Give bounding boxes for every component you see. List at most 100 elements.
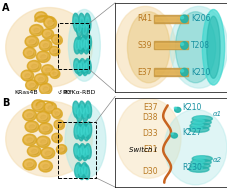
Ellipse shape [53, 110, 59, 116]
Ellipse shape [84, 13, 91, 32]
Ellipse shape [86, 38, 89, 48]
Ellipse shape [40, 115, 47, 120]
Ellipse shape [38, 53, 47, 59]
Text: K210: K210 [181, 103, 201, 112]
Text: E37: E37 [137, 68, 151, 77]
Ellipse shape [180, 68, 187, 76]
Text: S39: S39 [137, 41, 151, 50]
Ellipse shape [30, 25, 43, 36]
Ellipse shape [43, 67, 51, 72]
Ellipse shape [82, 146, 88, 161]
Bar [153, 68, 187, 76]
Ellipse shape [34, 28, 40, 33]
Text: K227: K227 [181, 128, 201, 136]
Ellipse shape [22, 72, 31, 78]
Ellipse shape [86, 146, 89, 155]
Ellipse shape [59, 148, 64, 152]
Ellipse shape [78, 63, 81, 72]
Ellipse shape [43, 43, 49, 49]
Ellipse shape [55, 136, 60, 141]
Ellipse shape [85, 122, 91, 139]
Ellipse shape [65, 103, 106, 179]
Ellipse shape [76, 105, 83, 122]
Ellipse shape [43, 149, 51, 156]
Ellipse shape [79, 59, 86, 74]
Ellipse shape [84, 27, 87, 34]
Ellipse shape [53, 50, 58, 54]
Ellipse shape [45, 104, 53, 110]
Ellipse shape [180, 42, 187, 49]
Ellipse shape [74, 146, 78, 155]
Ellipse shape [74, 104, 78, 114]
Ellipse shape [76, 64, 79, 70]
Ellipse shape [52, 35, 62, 45]
Text: PI3Kα-RBD: PI3Kα-RBD [62, 90, 95, 95]
Bar [155, 70, 186, 74]
Ellipse shape [78, 164, 84, 180]
Ellipse shape [74, 61, 78, 70]
Ellipse shape [83, 25, 86, 34]
Ellipse shape [82, 41, 85, 47]
Ellipse shape [77, 108, 81, 118]
Ellipse shape [191, 123, 202, 126]
Ellipse shape [74, 37, 81, 54]
Text: D30: D30 [141, 167, 157, 176]
Ellipse shape [21, 70, 34, 81]
Ellipse shape [38, 77, 45, 83]
Ellipse shape [57, 146, 64, 151]
Ellipse shape [43, 126, 49, 132]
Ellipse shape [45, 151, 52, 156]
Ellipse shape [74, 122, 81, 139]
Ellipse shape [191, 163, 202, 166]
Ellipse shape [25, 121, 39, 132]
Ellipse shape [170, 133, 177, 138]
Ellipse shape [44, 17, 56, 29]
Ellipse shape [36, 111, 50, 123]
Ellipse shape [38, 138, 47, 144]
Ellipse shape [29, 83, 36, 88]
Ellipse shape [55, 38, 60, 43]
Ellipse shape [50, 48, 57, 53]
Ellipse shape [82, 105, 89, 122]
Text: Switch I: Switch I [128, 147, 156, 153]
Ellipse shape [36, 76, 44, 82]
Ellipse shape [83, 108, 87, 118]
Text: E31: E31 [143, 145, 157, 154]
Text: T208: T208 [190, 41, 209, 50]
Bar [153, 15, 187, 23]
Ellipse shape [23, 159, 36, 170]
Ellipse shape [76, 20, 83, 37]
Ellipse shape [41, 147, 54, 159]
Bar [58, 122, 95, 178]
Ellipse shape [78, 127, 82, 136]
Ellipse shape [43, 31, 51, 36]
Ellipse shape [52, 108, 62, 119]
Ellipse shape [46, 32, 51, 37]
Ellipse shape [31, 64, 38, 69]
Ellipse shape [27, 38, 35, 44]
Ellipse shape [25, 161, 33, 167]
Ellipse shape [83, 40, 87, 50]
Ellipse shape [54, 120, 64, 130]
Ellipse shape [25, 36, 39, 47]
Ellipse shape [32, 100, 45, 112]
Ellipse shape [191, 116, 211, 122]
Ellipse shape [74, 17, 78, 27]
Ellipse shape [82, 60, 88, 76]
Ellipse shape [25, 80, 38, 90]
Text: K206: K206 [190, 14, 210, 23]
Ellipse shape [80, 35, 86, 52]
Ellipse shape [84, 167, 88, 176]
Ellipse shape [85, 101, 91, 118]
Ellipse shape [41, 85, 49, 91]
Ellipse shape [57, 123, 62, 128]
Ellipse shape [76, 43, 79, 49]
Text: K210: K210 [190, 68, 210, 77]
Ellipse shape [43, 164, 49, 170]
Ellipse shape [39, 161, 52, 172]
Ellipse shape [87, 64, 90, 70]
Ellipse shape [45, 19, 53, 26]
Ellipse shape [79, 13, 86, 32]
Ellipse shape [80, 146, 84, 155]
Ellipse shape [201, 9, 224, 85]
